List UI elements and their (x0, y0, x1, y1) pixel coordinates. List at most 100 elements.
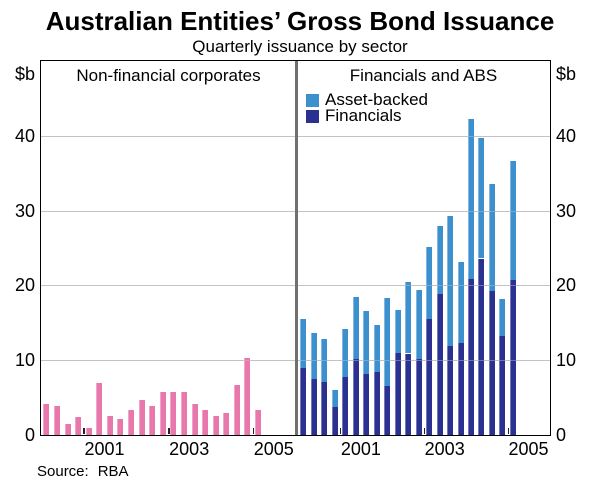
bar-nonfinancial-2004Q4 (244, 358, 251, 435)
bar-segment-asset-backed-2003Q1 (426, 246, 433, 320)
y-axis-label-left-30: 30 (14, 200, 35, 221)
bar-segment-financials-2002Q3 (405, 353, 412, 435)
bar-nonfinancial-2005Q1 (255, 410, 261, 435)
legend-label-financials: Financials (325, 106, 402, 125)
bar-segment-financials-2002Q2 (394, 352, 401, 435)
bar-nonfinancial-2003Q4 (202, 409, 209, 435)
x-axis-label-right-2003: 2003 (424, 439, 465, 459)
bar-segment-asset-backed-2001Q2 (352, 296, 359, 359)
bar-segment-financials-2002Q1 (384, 386, 391, 435)
y-axis-unit-right: $b (556, 64, 577, 84)
bar-nonfinancial-2000Q4 (75, 417, 81, 435)
panel-title-nonfinancial: Non-financial corporates (76, 66, 261, 85)
bar-nonfinancial-2001Q1 (85, 428, 92, 435)
bar-segment-asset-backed-2001Q3 (363, 310, 370, 375)
x-tick-right-2001 (339, 428, 342, 434)
legend-item-asset-backed: Asset-backed (306, 90, 428, 109)
bar-segment-asset-backed-2002Q3 (405, 282, 412, 354)
bar-segment-asset-backed-2003Q3 (447, 215, 453, 346)
x-axis-label-left-2005: 2005 (253, 439, 294, 459)
x-axis-label-left-2001: 2001 (84, 439, 125, 459)
bar-nonfinancial-2002Q3 (149, 405, 156, 435)
bar-segment-financials-2001Q4 (373, 372, 380, 435)
legend-item-financials: Financials (306, 106, 428, 125)
source-value: RBA (97, 463, 129, 480)
chart-title: Australian Entities’ Gross Bond Issuance (45, 6, 555, 36)
bar-segment-asset-backed-2003Q2 (436, 225, 443, 295)
bar-nonfinancial-2002Q2 (138, 399, 145, 435)
bar-segment-asset-backed-2001Q1 (342, 328, 349, 378)
bar-segment-financials-2000Q2 (310, 378, 317, 435)
bar-segment-financials-2004Q2 (478, 258, 485, 435)
y-axis-label-left-20: 20 (14, 275, 35, 296)
bar-segment-asset-backed-2004Q2 (478, 138, 485, 259)
source-note: Source: RBA (37, 463, 129, 480)
bar-segment-asset-backed-2001Q4 (373, 325, 380, 373)
bar-segment-asset-backed-2003Q4 (457, 262, 464, 343)
x-axis-label-left-2003: 2003 (169, 439, 210, 459)
x-axis-label-right-2001: 2001 (340, 439, 381, 459)
bar-segment-financials-2004Q1 (468, 279, 474, 435)
bar-segment-financials-2004Q4 (499, 335, 506, 435)
bar-segment-financials-2002Q4 (415, 358, 422, 435)
x-axis-label-right-2005: 2005 (508, 439, 549, 459)
bar-segment-asset-backed-2000Q4 (331, 390, 338, 407)
bar-segment-asset-backed-2002Q4 (415, 289, 422, 359)
y-axis-label-left-40: 40 (14, 125, 35, 146)
bar-nonfinancial-2003Q1 (170, 392, 177, 435)
bar-segment-financials-2000Q4 (331, 406, 338, 435)
bar-segment-asset-backed-2004Q3 (488, 184, 495, 291)
y-axis-label-right-0: 0 (556, 425, 567, 445)
x-tick-right-2005 (507, 428, 510, 434)
bar-nonfinancial-2004Q2 (223, 413, 230, 435)
y-axis-label-right-10: 10 (556, 350, 577, 371)
bar-segment-financials-2001Q3 (363, 374, 370, 435)
bar-segment-financials-2004Q3 (488, 290, 495, 435)
bar-segment-financials-2005Q1 (509, 280, 516, 435)
bar-nonfinancial-2001Q2 (96, 383, 103, 435)
x-tick-left-2003 (168, 428, 170, 434)
panel-title-financials-abs: Financials and ABS (349, 66, 498, 85)
x-tick-right-2003 (423, 428, 426, 434)
bar-nonfinancial-2000Q1 (43, 403, 50, 435)
bar-nonfinancial-2000Q3 (64, 423, 71, 435)
legend: Asset-backed Financials (306, 90, 428, 125)
source-label: Source: (37, 463, 89, 480)
bar-segment-financials-2001Q1 (342, 377, 349, 435)
bar-segment-asset-backed-2002Q1 (384, 298, 391, 387)
bar-segment-asset-backed-2000Q2 (310, 332, 317, 379)
bar-nonfinancial-2001Q4 (117, 418, 124, 435)
bar-segment-financials-2003Q4 (457, 343, 464, 435)
bar-nonfinancial-2002Q4 (159, 392, 166, 435)
y-axis-label-right-20: 20 (556, 275, 577, 296)
y-axis-label-right-40: 40 (556, 125, 577, 146)
bar-segment-financials-2000Q3 (321, 381, 328, 435)
bar-nonfinancial-2000Q2 (53, 405, 60, 435)
panel-divider (295, 61, 298, 435)
x-tick-left-2005 (252, 428, 255, 434)
chart-subtitle: Quarterly issuance by sector (192, 37, 408, 56)
bar-nonfinancial-2002Q1 (128, 410, 134, 435)
bar-segment-asset-backed-2000Q3 (321, 338, 328, 382)
bar-segment-financials-2003Q2 (436, 294, 443, 435)
bar-nonfinancial-2003Q3 (191, 404, 198, 435)
bar-segment-financials-2001Q2 (352, 358, 359, 435)
bar-segment-financials-2003Q3 (447, 346, 453, 435)
bar-segment-asset-backed-2002Q2 (394, 310, 401, 353)
bar-segment-financials-2000Q1 (300, 368, 307, 435)
y-axis-label-left-10: 10 (14, 350, 35, 371)
bar-segment-asset-backed-2004Q1 (468, 119, 474, 280)
bar-nonfinancial-2004Q3 (233, 384, 240, 435)
legend-label-asset-backed: Asset-backed (325, 90, 428, 109)
bar-segment-financials-2003Q1 (426, 319, 433, 435)
bar-segment-asset-backed-2004Q4 (499, 298, 506, 336)
x-tick-left-2001 (83, 428, 85, 434)
asset-backed-swatch-icon (306, 93, 319, 107)
y-axis-label-right-30: 30 (556, 200, 577, 221)
bar-segment-asset-backed-2000Q1 (300, 319, 307, 369)
bar-nonfinancial-2004Q1 (212, 416, 219, 435)
y-axis-unit-left: $b (14, 64, 35, 84)
bar-nonfinancial-2001Q3 (106, 415, 113, 435)
y-axis-label-left-0: 0 (24, 425, 35, 445)
